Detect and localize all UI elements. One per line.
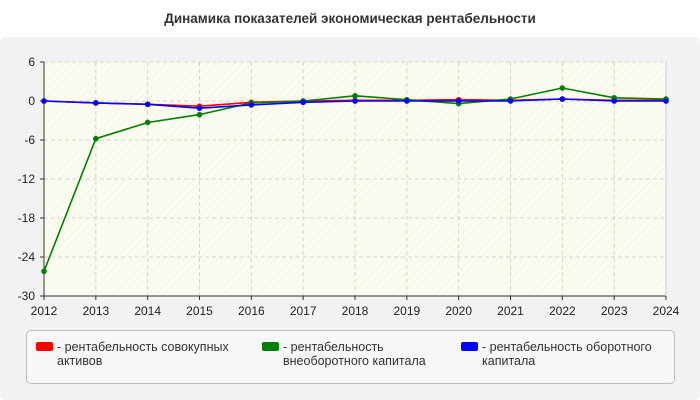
data-point-series-1 bbox=[196, 111, 203, 118]
legend-swatch-working-capital bbox=[461, 342, 478, 351]
x-tick-label: 2017 bbox=[290, 304, 317, 318]
data-point-series-2 bbox=[196, 105, 203, 111]
x-tick-label: 2016 bbox=[238, 304, 265, 318]
y-tick-label: 0 bbox=[28, 94, 35, 108]
data-point-series-2 bbox=[41, 98, 47, 104]
x-tick-label: 2024 bbox=[653, 304, 680, 318]
x-tick-label: 2015 bbox=[186, 304, 213, 318]
legend: - рентабельность совокупных активов - ре… bbox=[26, 330, 675, 384]
data-point-series-1 bbox=[41, 268, 47, 275]
x-tick-label: 2018 bbox=[342, 304, 369, 318]
x-tick-label: 2021 bbox=[497, 304, 524, 318]
data-point-series-1 bbox=[93, 135, 99, 142]
data-point-series-2 bbox=[93, 100, 99, 106]
legend-label-working-capital: - рентабельность оборотного капитала bbox=[482, 340, 652, 368]
legend-swatch-total-assets bbox=[36, 342, 53, 351]
data-point-series-1 bbox=[144, 119, 151, 126]
data-point-series-2 bbox=[611, 98, 617, 104]
y-tick-label: 6 bbox=[28, 55, 35, 69]
x-tick-label: 2022 bbox=[549, 304, 576, 318]
legend-label-total-assets: - рентабельность совокупных активов bbox=[57, 340, 229, 368]
y-tick-label: -6 bbox=[24, 133, 35, 147]
data-point-series-2 bbox=[507, 98, 514, 104]
x-tick-label: 2013 bbox=[82, 304, 109, 318]
data-point-series-2 bbox=[144, 101, 151, 108]
data-point-series-1 bbox=[352, 93, 358, 99]
data-point-series-2 bbox=[663, 98, 669, 104]
y-tick-label: -18 bbox=[18, 211, 36, 225]
data-point-series-1 bbox=[559, 85, 566, 91]
data-point-series-2 bbox=[300, 99, 306, 106]
y-tick-label: -12 bbox=[18, 172, 36, 186]
x-tick-label: 2014 bbox=[134, 304, 161, 318]
data-point-series-2 bbox=[559, 96, 566, 102]
x-tick-label: 2020 bbox=[445, 304, 472, 318]
data-point-series-2 bbox=[248, 102, 255, 108]
series-lines bbox=[41, 85, 669, 275]
data-point-series-2 bbox=[455, 98, 462, 104]
data-point-series-2 bbox=[352, 98, 358, 104]
x-tick-label: 2019 bbox=[393, 304, 420, 318]
legend-swatch-noncurrent-capital bbox=[262, 342, 279, 351]
x-tick-label: 2012 bbox=[31, 304, 58, 318]
data-point-series-2 bbox=[404, 98, 410, 104]
y-tick-label: -30 bbox=[18, 289, 36, 303]
y-tick-label: -24 bbox=[18, 250, 36, 264]
x-tick-label: 2023 bbox=[601, 304, 628, 318]
chart-title: Динамика показателей экономическая рента… bbox=[164, 11, 536, 26]
legend-label-noncurrent-capital: - рентабельность внеоборотного капитала bbox=[283, 340, 426, 368]
